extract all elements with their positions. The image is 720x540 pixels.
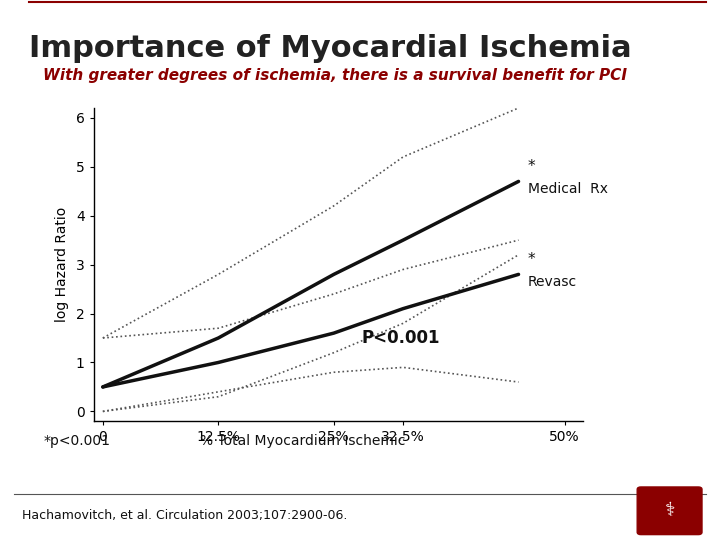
Text: *: * xyxy=(528,159,536,174)
Text: Importance of Myocardial Ischemia: Importance of Myocardial Ischemia xyxy=(29,34,631,63)
Y-axis label: log Hazard Ratio: log Hazard Ratio xyxy=(55,207,68,322)
Text: With greater degrees of ischemia, there is a survival benefit for PCI: With greater degrees of ischemia, there … xyxy=(43,68,627,83)
Text: ⚕: ⚕ xyxy=(665,501,675,520)
Text: Hachamovitch, et al. Circulation 2003;107:2900-06.: Hachamovitch, et al. Circulation 2003;10… xyxy=(22,509,347,522)
Text: Medical  Rx: Medical Rx xyxy=(528,182,608,195)
Text: Revasc: Revasc xyxy=(528,275,577,289)
Text: % Total Myocardium Ischemic: % Total Myocardium Ischemic xyxy=(199,434,405,448)
Text: P<0.001: P<0.001 xyxy=(361,329,440,347)
Text: *: * xyxy=(528,252,536,267)
FancyBboxPatch shape xyxy=(637,487,702,535)
Text: *p<0.001: *p<0.001 xyxy=(43,434,110,448)
